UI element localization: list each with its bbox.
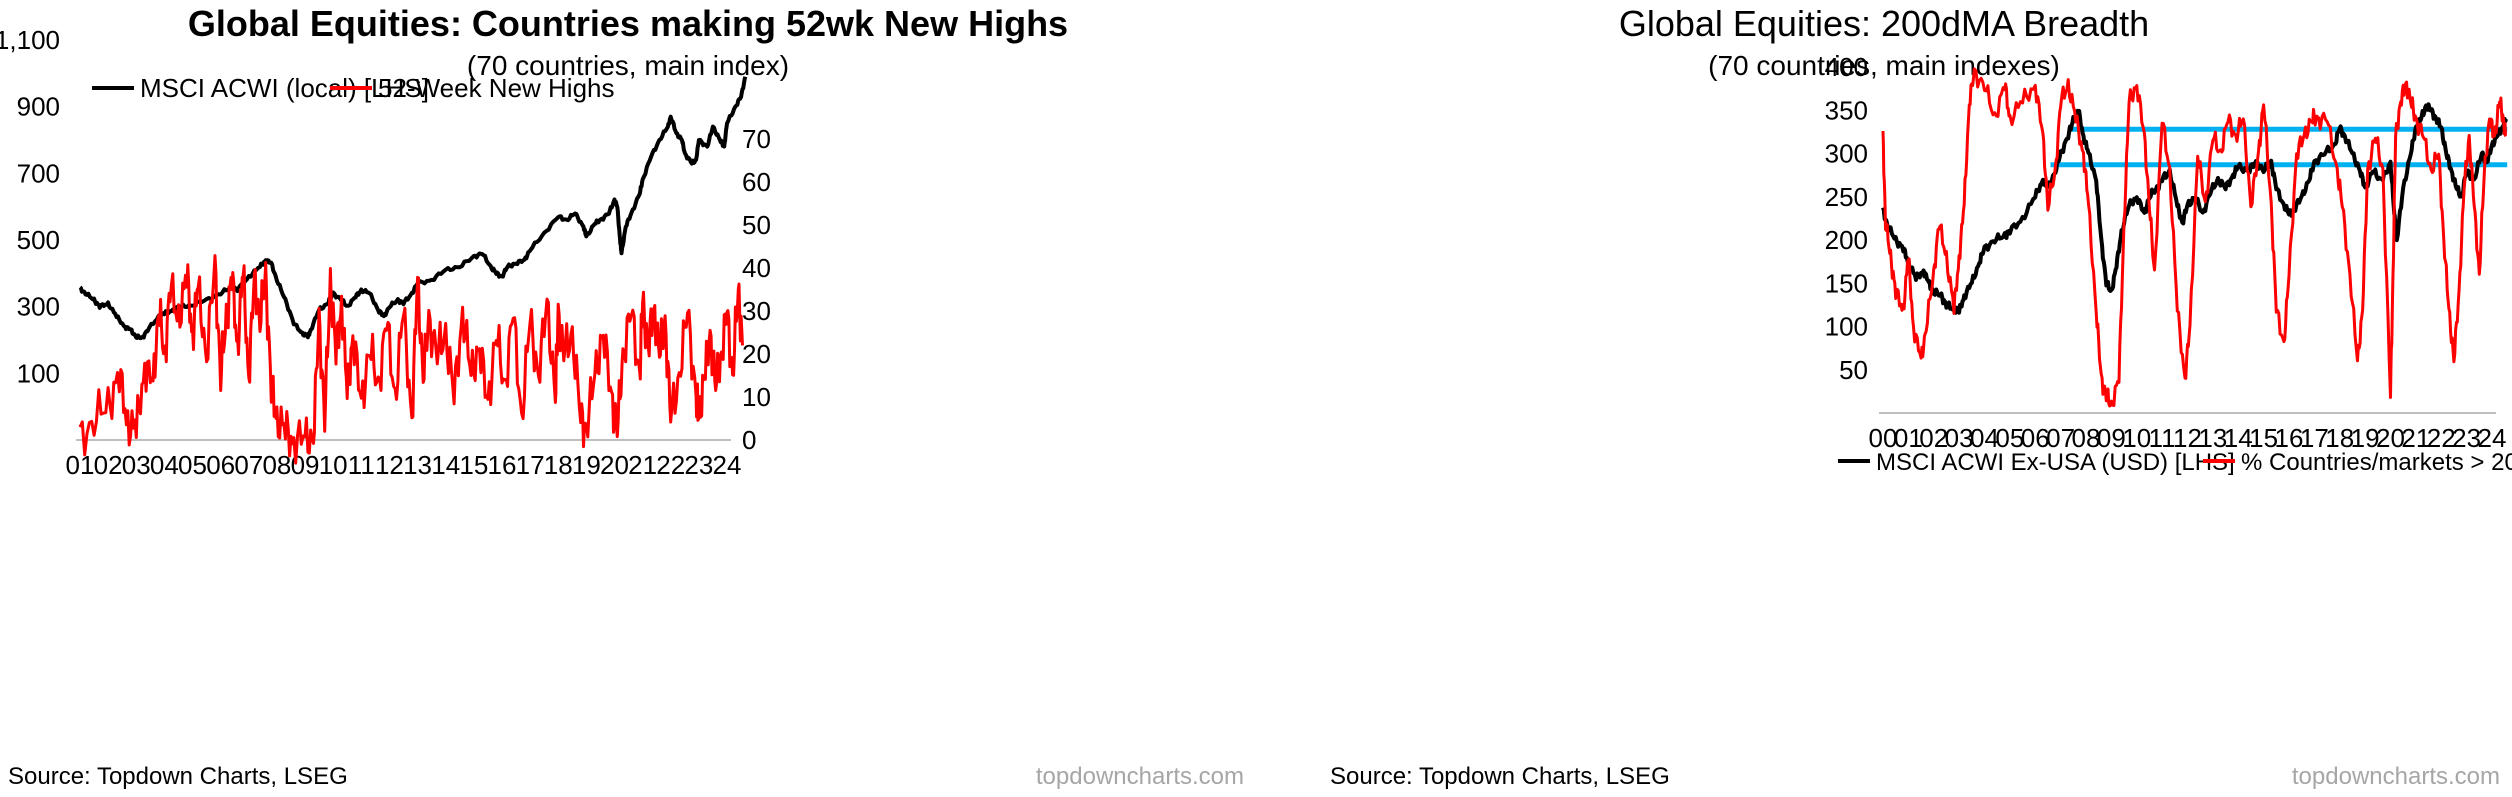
legend-label: 52-Week New Highs	[378, 73, 615, 103]
left-tick-label: 200	[1825, 225, 1868, 255]
x-tick-label: 23	[2452, 423, 2481, 453]
x-tick-label: 03	[122, 450, 151, 480]
right-tick-label: 40	[742, 253, 771, 283]
chart-plot-200dma-breadth: 0001020304050607080910111213141516171819…	[1825, 52, 2512, 476]
chart-source: Source: Topdown Charts, LSEG	[8, 763, 348, 790]
chart-source: Source: Topdown Charts, LSEG	[1330, 763, 1670, 790]
x-tick-label: 00	[1869, 423, 1898, 453]
x-tick-label: 12	[375, 450, 404, 480]
left-tick-label: 700	[17, 158, 60, 188]
x-tick-label: 10	[2122, 423, 2151, 453]
left-tick-label: 900	[17, 92, 60, 122]
x-tick-label: 03	[1945, 423, 1974, 453]
series-line-primary	[78, 76, 748, 341]
x-tick-label: 05	[1995, 423, 2024, 453]
x-tick-label: 20	[2376, 423, 2405, 453]
legend-label: % Countries/markets > 200 day moving ave…	[2241, 449, 2512, 476]
chart-title: Global Equities: Countries making 52wk N…	[187, 3, 1069, 44]
x-tick-label: 19	[2351, 423, 2380, 453]
chart-panel-new-highs: Global Equities: Countries making 52wk N…	[0, 3, 1244, 791]
x-tick-label: 10	[319, 450, 348, 480]
x-tick-label: 11	[348, 450, 375, 480]
x-tick-label: 04	[1970, 423, 1999, 453]
x-tick-label: 13	[403, 450, 432, 480]
right-tick-label: 50	[742, 210, 771, 240]
chart-plot-new-highs: 01 02 03 04 05 06 07 08 09 10 11 12 13 14 15 16 17 18 19 20…	[0, 25, 771, 480]
x-tick-label: 06	[206, 450, 235, 480]
x-tick-label: 21	[2401, 423, 2430, 453]
right-tick-label: 10	[742, 382, 771, 412]
right-tick-label: 60	[742, 167, 771, 197]
left-tick-label: 1,100	[0, 25, 60, 55]
x-tick-label: 12	[2173, 423, 2202, 453]
x-tick-label: 07	[234, 450, 263, 480]
x-tick-label: 08	[2072, 423, 2101, 453]
x-tick-label: 04	[150, 450, 179, 480]
brand-watermark: topdowncharts.com	[2291, 763, 2500, 790]
x-tick-label: 16	[487, 450, 516, 480]
x-tick-label: 24	[713, 450, 742, 480]
x-tick-label: 16	[2275, 423, 2304, 453]
series-line-secondary	[1881, 67, 2508, 408]
chart-subtitle: (70 countries, main index)	[466, 50, 790, 81]
x-tick-label: 22	[656, 450, 685, 480]
x-tick-label: 17	[2300, 423, 2329, 453]
x-tick-label: 08	[262, 450, 291, 480]
left-tick-label: 500	[17, 225, 60, 255]
x-tick-label: 14	[431, 450, 460, 480]
legend-label: MSCI ACWI Ex-USA (USD) [LHS]	[1876, 449, 2235, 476]
x-tick-label: 15	[459, 450, 488, 480]
x-tick-label: 06	[2021, 423, 2050, 453]
right-tick-label: 20	[742, 339, 771, 369]
x-tick-label: 14	[2224, 423, 2253, 453]
x-tick-label: 23	[684, 450, 713, 480]
left-tick-label: 50	[1839, 355, 1868, 385]
legend-label: MSCI ACWI (local) [LHS]	[140, 73, 429, 103]
right-tick-label: 30	[742, 296, 771, 326]
series-line-secondary	[78, 254, 744, 465]
left-tick-label: 100	[1825, 312, 1868, 342]
left-tick-label: 300	[17, 292, 60, 322]
brand-watermark: topdowncharts.com	[1035, 763, 1244, 790]
x-tick-label: 11	[2149, 423, 2176, 453]
chart-subtitle: (70 countries, main indexes)	[1708, 50, 2060, 81]
series-line-primary	[1881, 102, 2508, 315]
right-tick-label: 0	[742, 425, 756, 455]
x-tick-label: 18	[2325, 423, 2354, 453]
left-tick-label: 400	[1825, 52, 1868, 82]
x-tick-label: 09	[2097, 423, 2126, 453]
x-tick-label: 13	[2198, 423, 2227, 453]
right-tick-label: 70	[742, 124, 771, 154]
x-tick-label: 02	[1919, 423, 1948, 453]
x-tick-label: 02	[94, 450, 123, 480]
left-tick-label: 350	[1825, 95, 1868, 125]
left-tick-label: 100	[17, 358, 60, 388]
left-tick-label: 150	[1825, 268, 1868, 298]
x-tick-label: 22	[2427, 423, 2456, 453]
x-tick-label: 01	[66, 450, 95, 480]
chart-title: Global Equities: 200dMA Breadth	[1618, 3, 2150, 44]
x-tick-label: 19	[572, 450, 601, 480]
x-tick-label: 18	[544, 450, 573, 480]
x-tick-label: 07	[2046, 423, 2075, 453]
x-tick-label: 15	[2249, 423, 2278, 453]
left-tick-label: 300	[1825, 139, 1868, 169]
x-tick-label: 05	[178, 450, 207, 480]
chart-panel-200dma-breadth: Global Equities: 200dMA Breadth (70 coun…	[1256, 0, 2512, 797]
x-tick-label: 20	[600, 450, 629, 480]
x-tick-label: 01	[1894, 423, 1923, 453]
x-tick-label: 24	[2478, 423, 2507, 453]
left-tick-label: 250	[1825, 182, 1868, 212]
x-tick-label: 21	[628, 450, 657, 480]
x-tick-label: 17	[516, 450, 545, 480]
